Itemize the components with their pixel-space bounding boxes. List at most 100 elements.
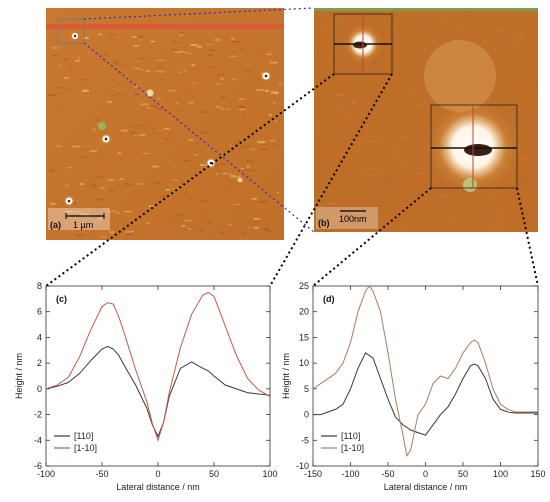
texture-speck [92, 155, 100, 157]
texture-speck [434, 111, 439, 113]
texture-speck [232, 79, 236, 80]
y-tick-label: 15 [299, 332, 309, 342]
texture-speck [421, 189, 427, 191]
texture-speck [241, 169, 245, 172]
y-tick-label: 5 [304, 384, 309, 394]
afm-image-a: (a) 1 µm [46, 8, 284, 240]
texture-speck [190, 227, 195, 229]
texture-speck [199, 229, 204, 232]
texture-speck [133, 45, 140, 47]
texture-speck [275, 171, 278, 173]
texture-speck [418, 196, 425, 197]
texture-speck [126, 233, 133, 236]
texture-speck [356, 100, 360, 102]
texture-speck [172, 41, 175, 43]
texture-speck [316, 127, 320, 129]
texture-speck [343, 78, 347, 80]
texture-speck [222, 106, 226, 108]
texture-speck [259, 201, 267, 203]
texture-speck [51, 33, 57, 35]
texture-speck [398, 133, 404, 135]
texture-speck [407, 125, 413, 127]
texture-speck [73, 224, 78, 226]
texture-speck [335, 210, 341, 212]
texture-speck [400, 161, 405, 163]
texture-speck [242, 117, 245, 119]
texture-speck [374, 172, 382, 174]
y-tick-label: -4 [34, 435, 42, 445]
texture-speck [92, 128, 96, 131]
panel-label: (c) [56, 294, 67, 304]
texture-speck [158, 129, 163, 131]
texture-speck [482, 41, 487, 43]
texture-speck [89, 150, 98, 152]
texture-speck [50, 202, 53, 204]
texture-speck [215, 172, 218, 175]
texture-speck [333, 143, 337, 145]
texture-speck [331, 156, 335, 158]
y-tick-label: 2 [37, 358, 42, 368]
texture-speck [108, 210, 117, 213]
texture-speck [275, 144, 280, 147]
texture-speck [229, 144, 235, 146]
texture-speck [319, 26, 326, 28]
texture-speck [243, 70, 252, 72]
texture-speck [498, 190, 503, 192]
texture-speck [337, 94, 345, 96]
texture-speck [179, 71, 183, 73]
texture-speck [263, 227, 269, 230]
texture-speck [115, 63, 122, 65]
texture-speck [465, 15, 469, 17]
texture-speck [109, 231, 115, 234]
texture-speck [98, 217, 103, 220]
texture-speck [414, 27, 417, 29]
texture-speck [116, 83, 120, 85]
texture-speck [371, 125, 377, 127]
y-tick-label: 0 [304, 410, 309, 420]
texture-speck [201, 111, 210, 114]
texture-speck [191, 64, 196, 66]
texture-speck [531, 88, 535, 90]
texture-speck [372, 63, 378, 65]
texture-speck [254, 52, 258, 55]
texture-speck [325, 59, 333, 61]
texture-speck [201, 211, 204, 213]
texture-speck [326, 114, 332, 116]
connector-d-left [312, 187, 432, 287]
texture-speck [403, 78, 407, 80]
texture-speck [276, 192, 279, 194]
texture-speck [518, 210, 524, 212]
texture-speck [382, 202, 388, 204]
texture-speck [58, 86, 64, 89]
texture-speck [392, 158, 397, 160]
texture-speck [73, 211, 81, 214]
texture-speck [501, 25, 508, 27]
texture-speck [348, 212, 355, 214]
texture-speck [411, 198, 417, 200]
texture-speck [116, 151, 121, 153]
texture-speck [392, 28, 400, 29]
texture-speck [193, 133, 197, 135]
texture-speck [215, 106, 221, 108]
panel-label: (d) [323, 294, 335, 304]
texture-speck [240, 168, 244, 170]
legend-entry: [1-10] [74, 443, 97, 453]
texture-speck [77, 146, 80, 148]
x-tick-label: -100 [341, 469, 359, 479]
texture-speck [329, 202, 337, 204]
y-tick-label: -6 [34, 461, 42, 471]
texture-speck [507, 24, 510, 26]
texture-speck [171, 179, 179, 181]
texture-speck [96, 198, 104, 201]
texture-speck [261, 148, 267, 151]
texture-speck [231, 41, 240, 43]
texture-speck [220, 77, 224, 80]
texture-speck [492, 225, 499, 227]
texture-speck [152, 127, 156, 130]
texture-speck [179, 34, 184, 36]
texture-speck [230, 174, 236, 178]
texture-speck [95, 118, 100, 122]
texture-speck [240, 146, 247, 148]
texture-speck [360, 139, 365, 141]
texture-speck [160, 194, 167, 197]
